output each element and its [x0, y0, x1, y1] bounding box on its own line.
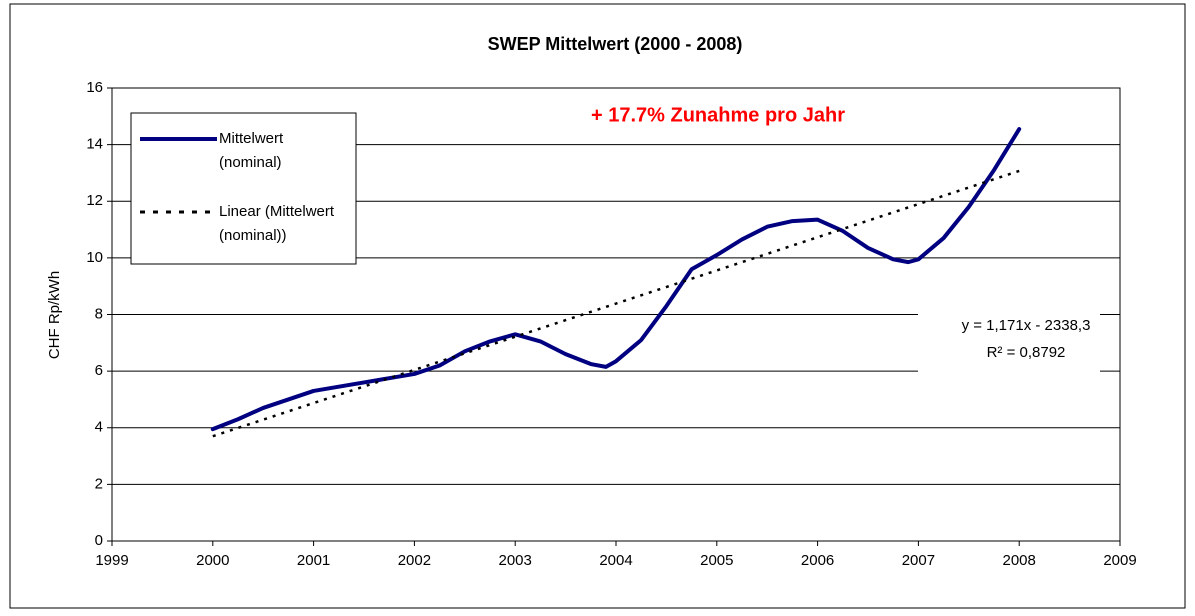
annotation: + 17.7% Zunahme pro Jahr: [591, 104, 845, 126]
y-tick-label: 2: [95, 475, 103, 492]
x-tick-label: 2003: [499, 552, 532, 569]
y-tick-label: 14: [86, 136, 103, 153]
y-tick-label: 6: [95, 362, 103, 379]
x-tick-label: 2009: [1103, 552, 1136, 569]
y-tick-label: 10: [86, 249, 103, 266]
x-tick-label: 2006: [801, 552, 834, 569]
x-tick-label: 2008: [1003, 552, 1036, 569]
y-tick-label: 4: [95, 419, 103, 436]
y-tick-label: 16: [86, 79, 103, 96]
chart-border: [9, 3, 1186, 609]
annotation: y = 1,171x - 2338,3: [962, 317, 1091, 334]
x-tick-label: 2001: [297, 552, 330, 569]
x-tick-label: 1999: [95, 552, 128, 569]
x-tick-label: 2007: [902, 552, 935, 569]
x-tick-label: 2002: [398, 552, 431, 569]
y-tick-label: 12: [86, 192, 103, 209]
y-tick-label: 8: [95, 305, 103, 322]
x-tick-label: 2000: [196, 552, 229, 569]
trend-line: [212, 169, 1020, 438]
legend-label: Mittelwert (nominal): [219, 130, 284, 171]
equation-box: [918, 308, 1100, 372]
legend-label: Linear (Mittelwert (nominal)): [219, 203, 335, 244]
annotation: R² = 0,8792: [987, 344, 1066, 361]
data-line: [210, 127, 1022, 432]
x-tick-label: 2004: [599, 552, 632, 569]
y-axis-label: CHF Rp/kWh: [46, 271, 63, 359]
y-tick-label: 0: [95, 532, 103, 549]
chart-title: SWEP Mittelwert (2000 - 2008): [488, 34, 743, 54]
x-tick-label: 2005: [700, 552, 733, 569]
